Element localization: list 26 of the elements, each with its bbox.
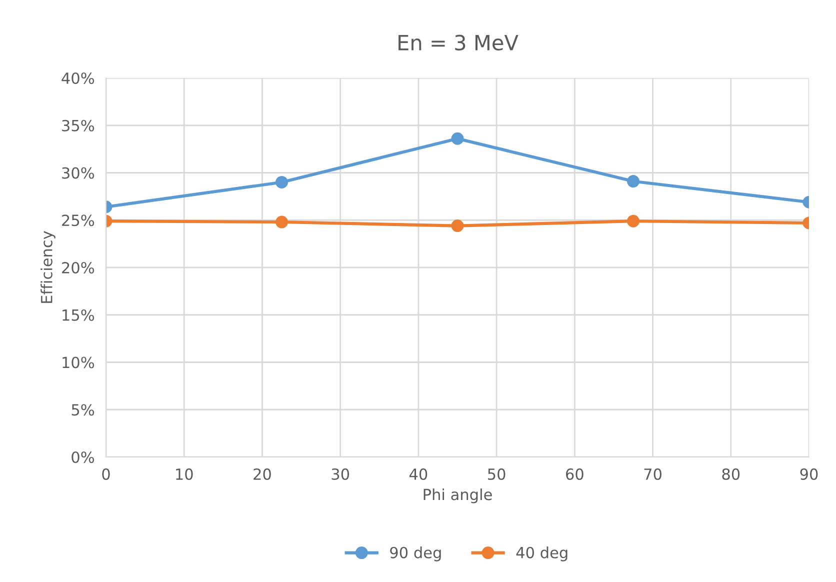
x-axis-title: Phi angle [424, 488, 492, 504]
x-tick-label: 50 [488, 468, 506, 480]
y-tick-label: 15% [62, 309, 94, 321]
chart-title: En = 3 MeV [398, 34, 518, 51]
x-tick-label: 30 [332, 468, 350, 480]
x-tick-label: 70 [644, 468, 662, 480]
point [451, 132, 464, 145]
x-tick-label: 10 [176, 468, 193, 480]
y-tick-label: 25% [62, 214, 94, 226]
y-tick-label: 5% [72, 404, 94, 416]
x-tick-label: 60 [566, 468, 584, 480]
point [451, 220, 464, 232]
x-tick-label: 20 [254, 468, 271, 480]
y-tick-label: 30% [62, 167, 94, 179]
legend-label: 90 deg [390, 546, 441, 562]
y-tick-label: 35% [62, 120, 94, 132]
y-tick-label: 20% [62, 262, 94, 274]
x-tick-label: 80 [722, 468, 740, 480]
legend-label: 40 deg [516, 546, 568, 562]
x-tick-label: 0 [102, 468, 110, 480]
y-tick-label: 10% [62, 356, 94, 368]
y-tick-label: 40% [62, 72, 94, 84]
x-tick-label: 40 [409, 468, 428, 480]
x-tick-label: 90 [800, 468, 818, 480]
y-axis-title: Efficiency [40, 231, 56, 303]
y-tick-label: 0% [72, 451, 94, 464]
